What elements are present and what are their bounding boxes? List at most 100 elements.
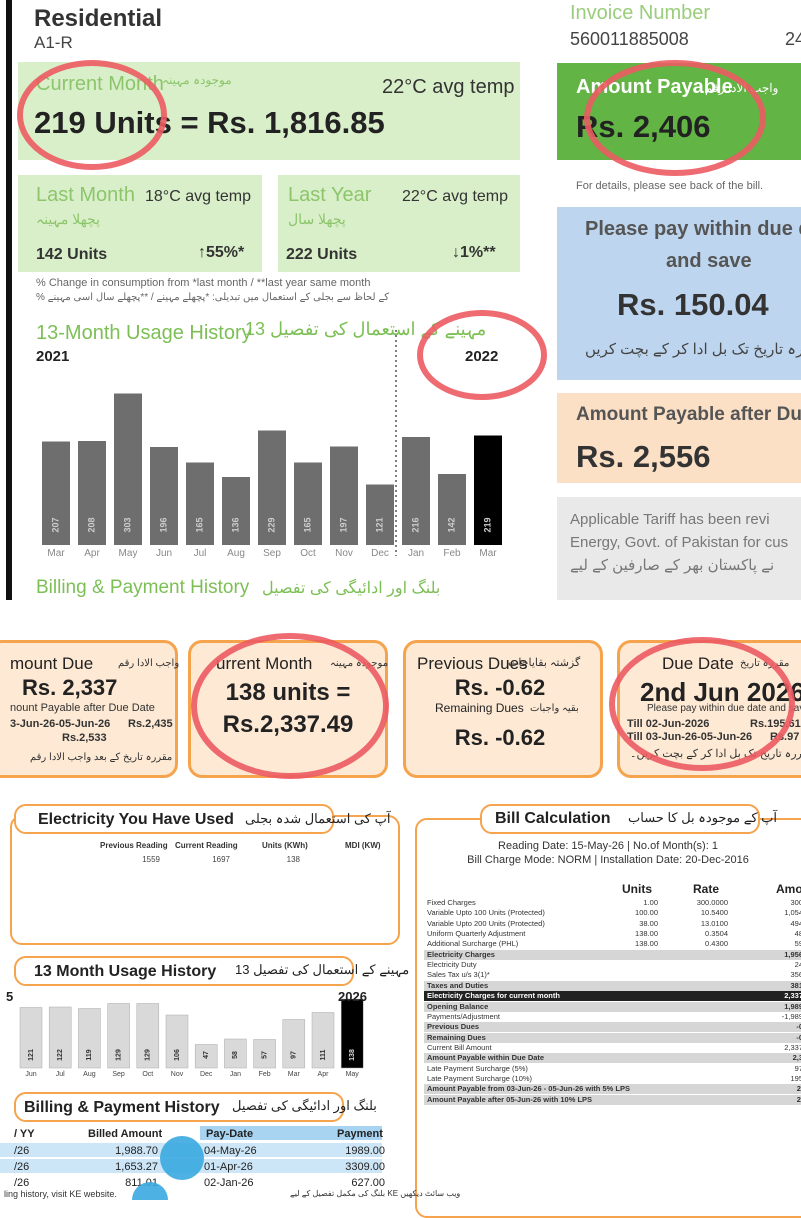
billing-tab <box>14 1092 344 1122</box>
cell: 3309.00 <box>345 1161 385 1173</box>
cell: 381 <box>790 980 801 990</box>
month-label: Aug <box>227 548 245 559</box>
row-bg <box>424 949 801 960</box>
bar <box>224 1038 247 1069</box>
till: Till 02-Jun-2026 <box>627 718 710 730</box>
column-header: Rate <box>693 882 720 896</box>
cell: 1,054 <box>784 908 801 918</box>
note: % Change in consumption from *last month… <box>36 277 371 289</box>
save-text: Please pay within due date and save <box>647 703 801 714</box>
cell: 1,956 <box>784 949 801 959</box>
bar-label: 58 <box>232 1051 239 1059</box>
cell: /26 <box>14 1177 30 1189</box>
tariff: A1-R <box>34 33 73 52</box>
note-urdu: مقررہ تاریخ تک بل ادا کر کے بچت کریں۔ <box>630 748 801 760</box>
month-label: Dec <box>371 548 389 559</box>
units: 138 units = <box>225 679 351 706</box>
tariff-note: Energy, Govt. of Pakistan for cus <box>570 534 789 551</box>
tariff-note: نے پاکستان بھر کے صارفین کے لیے <box>570 557 775 574</box>
row-label: Additional Surcharge (PHL) <box>427 939 519 949</box>
cell: 811.01 <box>125 1177 158 1189</box>
bar-label: 106 <box>174 1049 181 1061</box>
cell: 59 <box>794 939 801 949</box>
note-urdu: % کے لحاظ سے بجلی کے استعمال میں تبدیلی:… <box>36 292 389 303</box>
month-label: Apr <box>318 1071 330 1078</box>
bar-label: 207 <box>50 517 60 532</box>
section-title: Billing & Payment History <box>24 1099 220 1116</box>
amount: Rs. -0.62 <box>454 675 546 700</box>
row-label: Electricity Charges for current month <box>427 991 560 1001</box>
label: Invoice Number <box>570 2 711 24</box>
cell: -1,989 <box>781 1011 801 1021</box>
month-label: Oct <box>300 548 316 559</box>
row-label: Remaining Dues <box>427 1032 486 1042</box>
cell: 01-Apr-26 <box>204 1161 253 1173</box>
row-bg <box>424 1094 801 1105</box>
year: 2026 <box>338 989 367 1004</box>
section-title-urdu: بلنگ اور ادائیگی کی تفصیل <box>262 580 441 597</box>
month-label: May <box>119 548 138 559</box>
row-label: Uniform Quarterly Adjustment <box>427 929 526 939</box>
section-title-urdu: 13 مہینے کے استعمال کی تفصیل <box>235 962 410 977</box>
bar-label: 138 <box>349 1049 356 1061</box>
row-label: Late Payment Surcharge (5%) <box>427 1063 528 1073</box>
label-urdu: مقررہ تاریخ <box>740 658 790 669</box>
invoice-number: 560011885008 <box>570 29 689 49</box>
section-title-urdu: آپ کے موجودہ بل کا حساب <box>628 810 777 825</box>
period: 3-Jun-26-05-Jun-26 <box>10 718 111 730</box>
cell: 48 <box>794 929 801 939</box>
row-label: Sales Tax u/s 3(1)* <box>427 970 490 980</box>
cell: 38.00 <box>639 918 658 928</box>
cell: /26 <box>14 1145 30 1157</box>
usage-tab <box>14 804 334 834</box>
after-due-box <box>557 393 801 483</box>
previous-dues-box <box>403 640 603 778</box>
section-title-urdu: آپ کی استعمال شدہ بجلی <box>245 811 391 826</box>
tariff-box <box>557 497 801 600</box>
row-bg <box>424 1022 801 1033</box>
row-bg <box>424 980 801 991</box>
bar-label: 165 <box>302 517 312 532</box>
cell: 04-May-26 <box>204 1145 257 1157</box>
units: 222 Units <box>286 246 358 263</box>
year: 5 <box>6 989 14 1004</box>
category: Residential <box>34 5 163 32</box>
month-label: Nov <box>335 548 353 559</box>
row-label: Electricity Duty <box>427 960 477 970</box>
row-label: Amount Payable from 03-Jun-26 - 05-Jun-2… <box>427 1084 630 1094</box>
bar-label: 219 <box>482 517 492 532</box>
month-label: Sep <box>112 1071 125 1078</box>
year: 2021 <box>36 348 70 365</box>
cell: -0 <box>796 1022 801 1032</box>
cell: -0 <box>796 1032 801 1042</box>
label: urrent Month <box>216 654 313 673</box>
bar-label: 122 <box>57 1049 64 1061</box>
bar-label: 121 <box>374 517 384 532</box>
bar <box>42 441 70 545</box>
last-year-box <box>278 175 520 272</box>
bar-label: 119 <box>86 1049 93 1060</box>
row-label: Electricity Charges <box>427 949 495 959</box>
bar <box>253 1039 276 1069</box>
cell: 02-Jan-26 <box>204 1177 254 1189</box>
column-header: Billed Amount <box>88 1128 163 1140</box>
amount: Rs.2,337.49 <box>222 711 354 738</box>
bar <box>78 441 106 545</box>
save-text: and save <box>666 250 752 272</box>
month-label: Feb <box>443 548 461 559</box>
row-bg <box>424 1032 801 1043</box>
cell: 138.00 <box>635 939 658 949</box>
change: ↑55%* <box>198 244 245 261</box>
row-label: Taxes and Duties <box>427 980 489 990</box>
row-label: Fixed Charges <box>427 898 476 907</box>
footer-urdu: بلنگ کی مکمل تفصیل کے لیے KE ویب سائٹ دی… <box>290 1189 461 1198</box>
label: mount Due <box>10 654 94 673</box>
row-bg <box>424 991 801 1002</box>
row-bg <box>424 1001 801 1012</box>
cell: 494 <box>790 918 801 928</box>
month-label: Feb <box>259 1071 271 1078</box>
column-header: Amo <box>776 882 801 896</box>
bar <box>282 1019 306 1069</box>
row-bg <box>424 1053 801 1064</box>
